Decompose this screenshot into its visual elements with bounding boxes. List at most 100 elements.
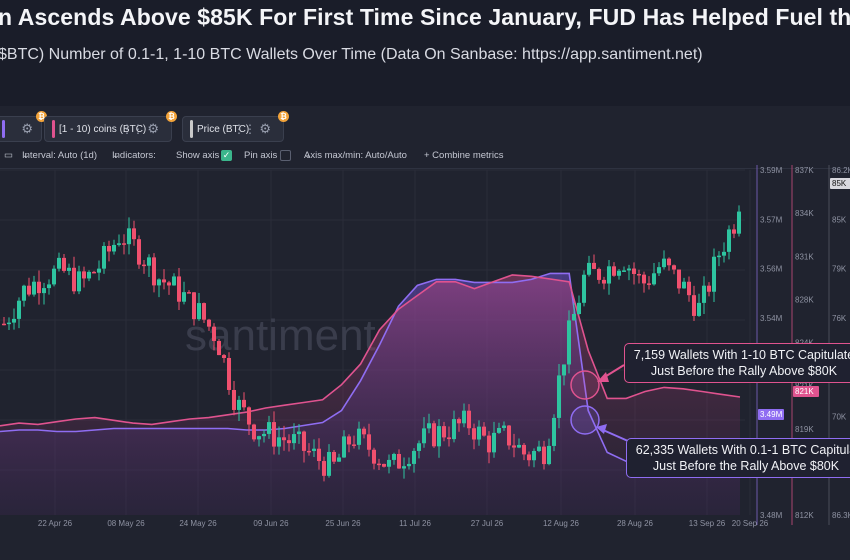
axis-tick-label: 819K <box>795 425 814 434</box>
price-candle-body <box>147 257 151 266</box>
price-candle-body <box>412 450 416 464</box>
metric-tab-label: Price (BTC) <box>197 123 250 135</box>
chart-toolbar: ▭ Interval: Auto (1d) ⌄ Indicators: ⌄ Sh… <box>0 150 850 164</box>
price-candle-body <box>582 274 586 303</box>
price-candle-body <box>572 314 576 321</box>
price-candle-body <box>697 302 701 316</box>
price-candle-body <box>357 428 361 445</box>
price-candle-body <box>402 466 406 469</box>
price-candle-body <box>322 461 326 476</box>
price-candle-body <box>592 262 596 269</box>
price-candle-body <box>332 451 336 462</box>
price-candle-body <box>537 446 541 451</box>
metric-tab-wallets-0-1[interactable]: ⚙ ₿ <box>0 111 47 142</box>
price-candle-body <box>312 448 316 451</box>
axis-tick-label: 812K <box>795 511 814 520</box>
price-candle-body <box>107 245 111 252</box>
x-tick-label: 09 Jun 26 <box>253 519 289 528</box>
calendar-icon[interactable]: ▭ <box>4 150 13 161</box>
show-axis-checkbox[interactable]: ✓ <box>221 150 232 161</box>
drag-handle-icon[interactable]: ⋮⋮ <box>121 122 144 136</box>
price-candle-body <box>542 446 546 465</box>
price-candle-body <box>417 443 421 451</box>
price-candle-body <box>242 399 246 408</box>
series-color-marker <box>2 120 5 138</box>
price-candle-body <box>622 270 626 272</box>
price-candle-body <box>32 281 36 295</box>
price-candle-body <box>52 268 56 285</box>
axis-tick-label: 831K <box>795 252 814 261</box>
price-candle-body <box>587 262 591 275</box>
x-tick-label: 22 Apr 26 <box>38 519 73 528</box>
axis-tick-label: 3.54M <box>760 314 783 323</box>
price-candle-body <box>92 271 96 274</box>
price-candle-body <box>377 463 381 466</box>
gear-icon[interactable]: ⚙ <box>147 121 159 136</box>
price-candle-body <box>502 425 506 428</box>
price-candle-body <box>62 257 66 271</box>
series-line-1-10 <box>0 274 741 427</box>
price-candle-body <box>202 303 206 320</box>
drag-handle-icon[interactable]: ⋮⋮ <box>233 122 256 136</box>
price-candle-body <box>42 288 46 294</box>
price-candle-body <box>22 285 26 301</box>
x-tick-label: 08 May 26 <box>107 519 145 528</box>
callout-line-2: Just Before the Rally Above $80K <box>652 459 840 473</box>
pin-axis-label: Pin axis <box>244 150 278 161</box>
callout-0-1-1-btc: 62,335 Wallets With 0.1-1 BTC Capitula J… <box>626 438 850 478</box>
price-candle-body <box>317 448 321 462</box>
price-candle-body <box>487 435 491 453</box>
callout-line-2: Just Before the Rally Above $80K <box>650 364 838 378</box>
x-tick-label: 24 May 26 <box>179 519 217 528</box>
x-axis: 22 Apr 26 08 May 26 24 May 26 09 Jun 26 25 J… <box>38 519 769 528</box>
price-candle-body <box>252 424 256 440</box>
price-candle-body <box>167 282 171 286</box>
price-candle-body <box>327 451 331 476</box>
interval-label: Interval: Auto (1d) <box>22 150 97 161</box>
price-candle-body <box>152 257 156 286</box>
price-candle-body <box>297 431 301 435</box>
metric-tab-wallets-1-10[interactable]: [1 - 10) coins (BTC) ⋮⋮ ⚙ ₿ <box>44 111 177 142</box>
price-candle-body <box>517 444 521 448</box>
gear-icon[interactable]: ⚙ <box>21 121 33 136</box>
price-candle-body <box>347 436 351 445</box>
price-candle-body <box>57 257 61 269</box>
price-candle-body <box>407 463 411 467</box>
price-candle-body <box>12 318 16 323</box>
axis-current-value-label: 3.49M <box>760 410 783 419</box>
price-candle-body <box>247 407 251 425</box>
callout-line-1: 62,335 Wallets With 0.1-1 BTC Capitula <box>635 443 850 457</box>
price-candle-body <box>257 436 261 440</box>
price-candle-body <box>227 357 231 390</box>
price-candle-body <box>367 434 371 450</box>
price-candle-body <box>472 428 476 440</box>
price-candle-body <box>507 425 511 446</box>
price-candle-body <box>157 279 161 286</box>
price-candle-body <box>337 457 341 462</box>
toolbar-divider <box>0 168 850 169</box>
price-candle-body <box>72 267 76 292</box>
metric-tab-price[interactable]: Price (BTC) ⋮⋮ ⚙ ₿ <box>182 111 289 142</box>
x-tick-label: 12 Aug 26 <box>543 519 580 528</box>
pin-axis-checkbox[interactable] <box>280 150 291 161</box>
price-candle-body <box>362 428 366 435</box>
price-candle-body <box>27 285 31 295</box>
axis-current-value-tag <box>793 386 819 397</box>
price-candle-body <box>237 399 241 410</box>
x-tick-label: 13 Sep 26 <box>689 519 726 528</box>
price-candle-body <box>577 302 581 315</box>
combine-metrics-button[interactable]: + Combine metrics <box>424 150 504 161</box>
price-candle-body <box>532 450 536 461</box>
price-candle-body <box>212 326 216 341</box>
gear-icon[interactable]: ⚙ <box>259 121 271 136</box>
price-candle-body <box>302 431 306 451</box>
price-candle-body <box>442 426 446 438</box>
price-candle-body <box>687 281 691 296</box>
price-candle-body <box>387 459 391 467</box>
chevron-down-icon: ⌄ <box>22 150 30 161</box>
price-candle-body <box>17 300 21 319</box>
price-candle-body <box>432 423 436 447</box>
indicators-label: Indicators: <box>112 150 156 161</box>
price-candle-body <box>382 463 386 467</box>
axis-tick-label: 79K <box>832 265 847 274</box>
